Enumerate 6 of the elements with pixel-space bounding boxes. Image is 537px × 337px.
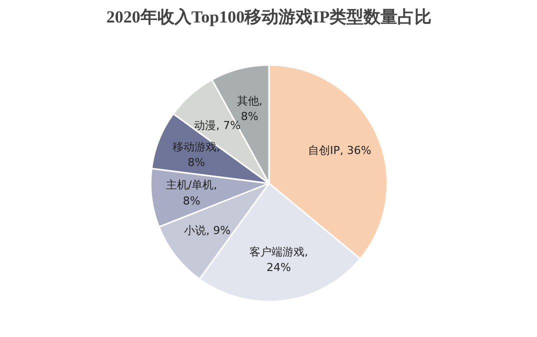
slice-label: 移动游戏, 8%: [172, 140, 220, 170]
chart-title: 2020年收入Top100移动游戏IP类型数量占比: [106, 8, 432, 26]
slice-label: 主机/单机, 8%: [166, 178, 218, 208]
slice-label: 小说, 9%: [184, 224, 231, 238]
slice-label: 客户端游戏, 24%: [250, 246, 308, 274]
slice-label: 自创IP, 36%: [308, 144, 372, 158]
